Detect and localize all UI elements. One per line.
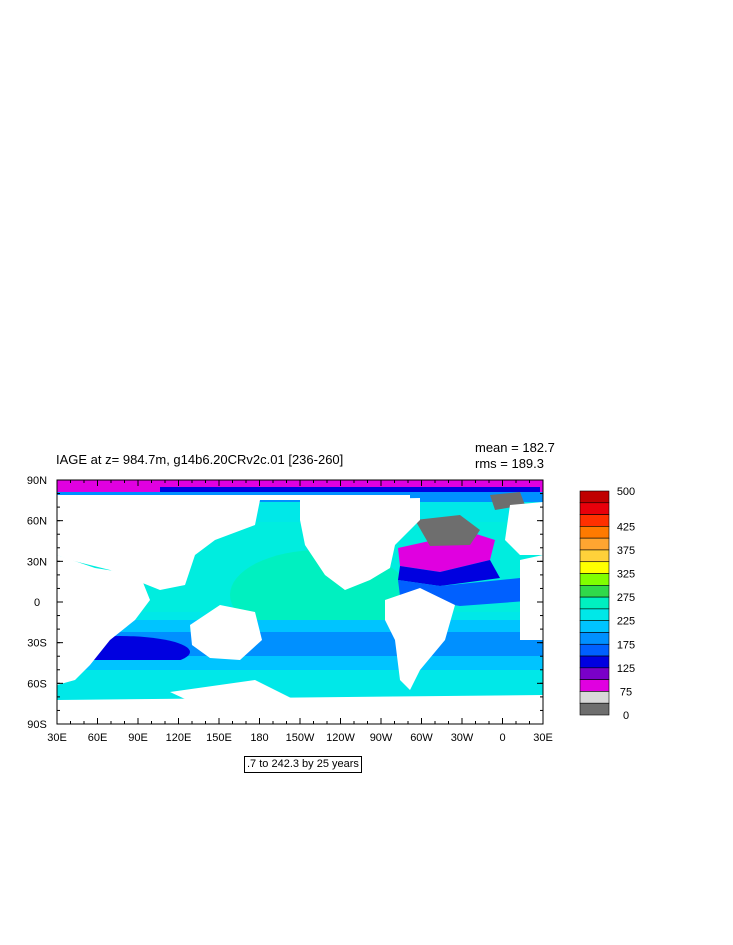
x-tick-label: 150E [206,732,232,744]
y-tick-label: 90N [27,475,47,487]
y-tick-label: 60N [27,516,47,528]
x-tick-label: 90W [370,732,393,744]
colorbar-box [579,691,610,704]
land-eurasia [57,495,410,590]
y-tick-label: 0 [34,597,40,609]
x-tick-label: 150W [286,732,315,744]
colorbar-box [579,596,610,610]
contour-range-note: .7 to 242.3 by 25 years [244,756,362,773]
colorbar-label: 425 [617,521,635,533]
land-africa-east [520,555,543,640]
x-tick-label: 90E [128,732,148,744]
y-tick-label: 30N [27,556,47,568]
y-tick-label: 30S [27,638,47,650]
colorbar-box [579,679,610,692]
land-south-america [385,588,455,690]
colorbar-label: 275 [617,592,635,604]
x-tick-label: 30E [47,732,67,744]
colorbar-label: 500 [617,486,635,498]
land-antarctica [57,695,543,724]
colorbar-label: 375 [617,545,635,557]
land-australia [190,605,262,660]
ocean-field [57,480,543,724]
x-tick-label: 60E [88,732,108,744]
x-tick-label: 120W [326,732,355,744]
colorbar-box [579,585,610,598]
x-tick-label: 60W [410,732,433,744]
colorbar-box [579,526,610,539]
colorbar-box [579,490,610,504]
x-tick-label: 30E [533,732,553,744]
ocean-band-s65 [57,670,543,700]
colorbar-box [579,573,610,586]
x-axis: 30E 60E 90E 120E 150E 180 150W 120W 90W 60W 30W 0 30… [47,480,553,744]
labrador-grey [415,515,480,546]
y-tick-label: 60S [27,678,47,690]
y-axis: 90N 60N 30N 0 30S 60S 90S [27,475,543,731]
colorbar-box [579,502,610,515]
colorbar-label: 325 [617,569,635,581]
chart-title: IAGE at z= 984.7m, g14b6.20CRv2c.01 [236… [56,452,344,467]
colorbar: 500 425 375 325 275 225 175 125 75 0 [579,486,635,722]
mean-stat: mean = 182.7 [475,440,555,455]
colorbar-box [579,561,610,574]
colorbar-label: 225 [617,616,635,628]
colorbar-box [579,667,610,680]
land-europe [505,502,543,555]
land-africa-west [57,555,150,685]
colorbar-box [579,549,610,563]
colorbar-box [579,655,610,669]
y-tick-label: 90S [27,719,47,731]
colorbar-label: 0 [623,710,629,722]
colorbar-box [579,620,610,633]
land [57,495,543,724]
land-antarctica-bulge [170,680,305,706]
rms-stat: rms = 189.3 [475,456,545,471]
colorbar-box [579,537,610,551]
colorbar-label: 175 [617,639,635,651]
north-atlantic-blue [398,560,500,586]
x-tick-label: 180 [250,732,268,744]
land-north-america [300,498,420,590]
x-tick-label: 0 [499,732,505,744]
colorbar-box [579,702,610,716]
colorbar-box [579,514,610,527]
colorbar-box [579,643,610,657]
colorbar-box [579,632,610,645]
colorbar-label: 125 [617,663,635,675]
colorbar-label: 75 [620,686,632,698]
arctic-blue [160,487,540,495]
x-tick-label: 120E [166,732,192,744]
colorbar-box [579,608,610,621]
x-tick-label: 30W [451,732,474,744]
